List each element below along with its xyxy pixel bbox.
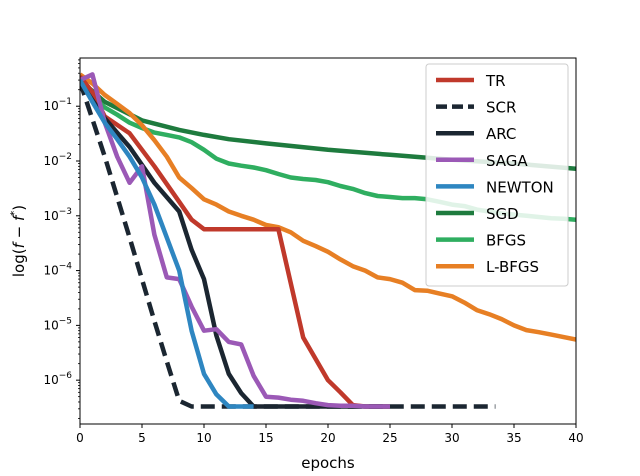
y-tick-label: 10−2 <box>43 152 72 168</box>
legend-label-tr: TR <box>485 72 506 90</box>
legend-label-arc: ARC <box>486 125 516 143</box>
x-tick-label: 10 <box>196 431 211 445</box>
legend: TR SCR ARC SAGA NEWTON SGD BFGS L-BFGS <box>425 63 569 287</box>
y-tick-label: 10−5 <box>43 316 72 332</box>
x-axis-label: epochs <box>301 454 355 472</box>
y-tick-label: 10−4 <box>43 262 72 278</box>
legend-label-l-bfgs: L-BFGS <box>486 258 539 276</box>
legend-label-saga: SAGA <box>486 152 528 170</box>
y-axis-label: log(f − f*) <box>9 205 28 277</box>
series-line-arc <box>80 80 390 409</box>
legend-label-scr: SCR <box>486 99 516 117</box>
x-axis: 0 5 10 15 20 25 30 35 40 <box>76 424 584 445</box>
y-axis: 10−1 10−2 10−3 10−4 10−5 10−6 <box>43 59 80 419</box>
legend-frame <box>425 63 569 287</box>
y-tick-label: 10−1 <box>43 97 72 113</box>
series-line-newton <box>80 78 254 409</box>
x-tick-label: 25 <box>382 431 397 445</box>
x-tick-label: 20 <box>320 431 335 445</box>
y-tick-label: 10−6 <box>43 371 72 387</box>
series-line-tr <box>80 75 390 409</box>
x-tick-label: 0 <box>76 431 84 445</box>
x-tick-label: 35 <box>506 431 521 445</box>
series-line-l-bfgs <box>80 72 576 342</box>
legend-label-newton: NEWTON <box>486 178 554 196</box>
legend-label-sgd: SGD <box>486 205 519 223</box>
x-tick-label: 30 <box>444 431 459 445</box>
legend-label-bfgs: BFGS <box>486 232 526 250</box>
x-tick-label: 40 <box>568 431 583 445</box>
x-tick-label: 15 <box>258 431 273 445</box>
y-tick-label: 10−3 <box>43 207 72 223</box>
x-tick-label: 5 <box>138 431 146 445</box>
series-layer <box>80 72 576 409</box>
series-line-saga <box>80 72 390 409</box>
